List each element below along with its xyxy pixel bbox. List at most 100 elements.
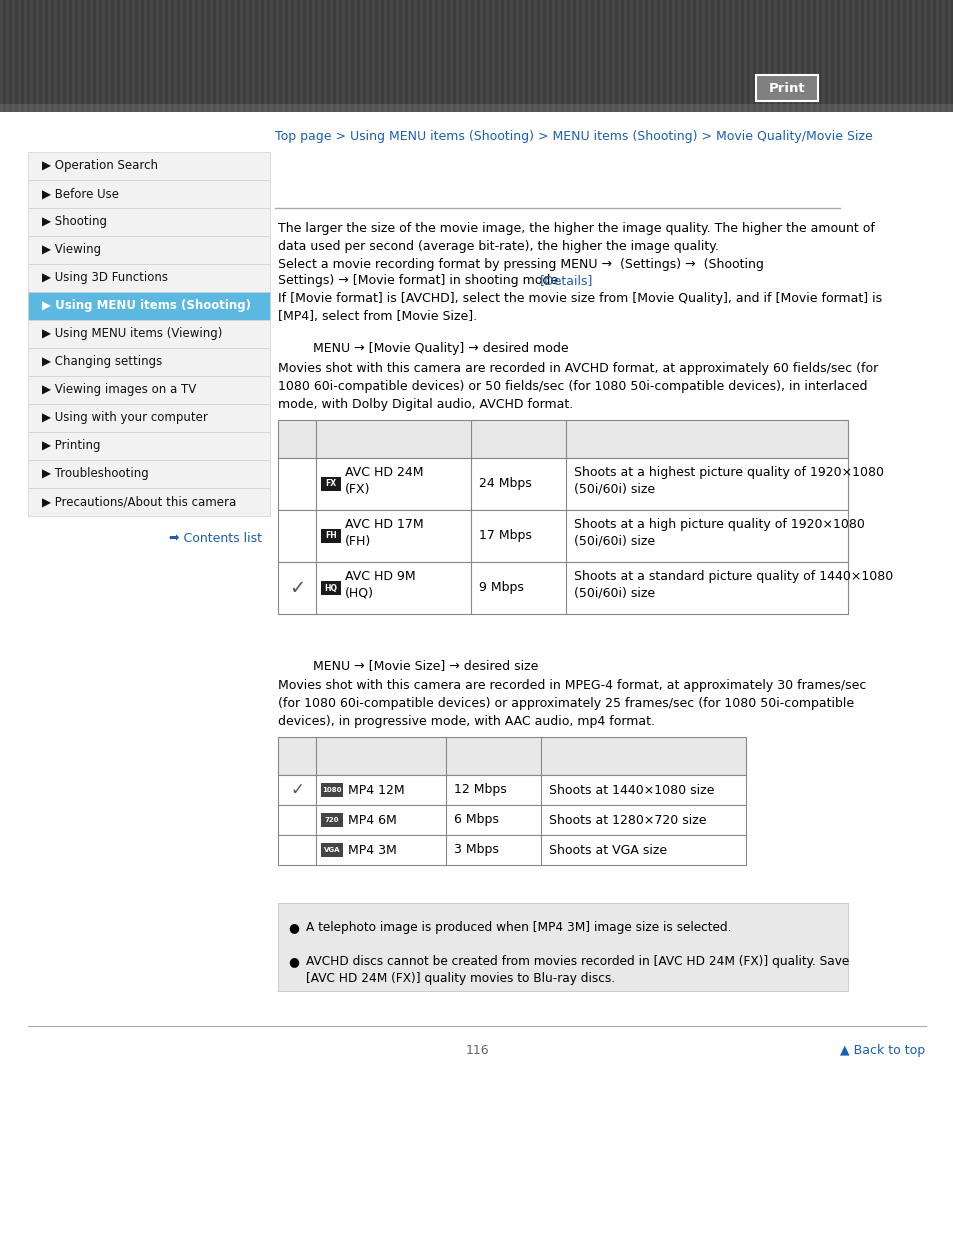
Bar [28,320,270,348]
Text: ▶ Viewing images on a TV: ▶ Viewing images on a TV [42,384,196,396]
Bar [228,0,231,112]
Bar [277,562,847,614]
Bar [552,0,555,112]
Text: 9 Mbps: 9 Mbps [478,582,523,594]
Bar [377,0,380,112]
Bar [767,0,770,112]
Bar [277,805,745,835]
Bar [384,0,387,112]
Bar [198,0,201,112]
Bar [275,0,278,112]
Bar [450,0,453,112]
Text: ▲ Back to top: ▲ Back to top [839,1044,924,1057]
Bar [869,0,872,112]
Bar [911,0,914,112]
Bar [348,0,351,112]
Bar [558,0,560,112]
Bar [150,0,152,112]
Bar [335,0,338,112]
Bar [277,835,745,864]
Bar [173,0,177,112]
Bar [414,0,416,112]
Text: MENU → [Movie Quality] → desired mode: MENU → [Movie Quality] → desired mode [313,342,568,354]
Text: If [Movie format] is [AVCHD], select the movie size from [Movie Quality], and if: If [Movie format] is [AVCHD], select the… [277,291,882,324]
Bar [857,0,861,112]
Text: 6 Mbps: 6 Mbps [454,814,498,826]
Bar [659,0,662,112]
Text: ▶ Shooting: ▶ Shooting [42,215,107,228]
Text: Shoots at a highest picture quality of 1920×1080
(50i/60i) size: Shoots at a highest picture quality of 1… [574,466,883,495]
Bar [71,0,75,112]
Bar [0,0,3,112]
Bar [240,0,243,112]
Bar [899,0,902,112]
Bar [277,420,847,458]
Bar [66,0,69,112]
Bar [277,458,847,510]
Bar [797,0,801,112]
Bar [707,0,710,112]
Bar [738,0,740,112]
Bar [78,0,81,112]
Text: 3 Mbps: 3 Mbps [454,844,498,857]
Text: MP4 6M: MP4 6M [348,814,396,826]
Bar [401,0,405,112]
Bar [312,0,314,112]
Text: ●: ● [288,955,299,968]
Bar [28,264,270,291]
Bar [935,0,938,112]
Bar [485,0,489,112]
Bar [6,0,9,112]
Bar [168,0,171,112]
Bar [320,580,340,595]
Bar [665,0,668,112]
Text: HQ: HQ [324,583,337,593]
Bar [222,0,225,112]
Text: Shoots at a high picture quality of 1920×1080
(50i/60i) size: Shoots at a high picture quality of 1920… [574,517,864,547]
Text: ▶ Before Use: ▶ Before Use [42,188,119,200]
Bar [320,783,343,797]
Bar [0,104,953,112]
Bar [277,510,847,562]
Bar [654,0,657,112]
Bar [576,0,578,112]
Bar [755,75,817,101]
Bar [785,0,788,112]
Bar [28,404,270,432]
Text: AVC HD 9M
(HQ): AVC HD 9M (HQ) [345,571,416,599]
Text: 1080: 1080 [322,787,341,793]
Bar [277,776,745,805]
Bar [587,0,590,112]
Bar [108,0,111,112]
Bar [162,0,165,112]
Bar [390,0,393,112]
Text: Settings) → [Movie format] in shooting mode.: Settings) → [Movie format] in shooting m… [277,274,565,287]
Bar [102,0,105,112]
Bar [521,0,524,112]
Bar [28,180,270,207]
Bar [138,0,141,112]
Bar [395,0,398,112]
Bar [539,0,542,112]
Text: AVCHD discs cannot be created from movies recorded in [AVC HD 24M (FX)] quality.: AVCHD discs cannot be created from movie… [306,955,848,986]
Text: ▶ Troubleshooting: ▶ Troubleshooting [42,468,149,480]
Text: ▶ Changing settings: ▶ Changing settings [42,356,162,368]
Bar [282,0,285,112]
Bar [527,0,531,112]
Bar [36,0,39,112]
Bar [749,0,752,112]
Bar [941,0,944,112]
Bar [456,0,458,112]
Bar [678,0,680,112]
Bar [833,0,836,112]
Text: FX: FX [325,479,336,489]
Text: VGA: VGA [323,847,340,853]
Bar [636,0,639,112]
Text: Print: Print [768,82,804,95]
Bar [612,0,615,112]
Bar [90,0,92,112]
Bar [599,0,602,112]
Text: ✓: ✓ [289,578,305,598]
Bar [204,0,207,112]
Bar [28,236,270,264]
